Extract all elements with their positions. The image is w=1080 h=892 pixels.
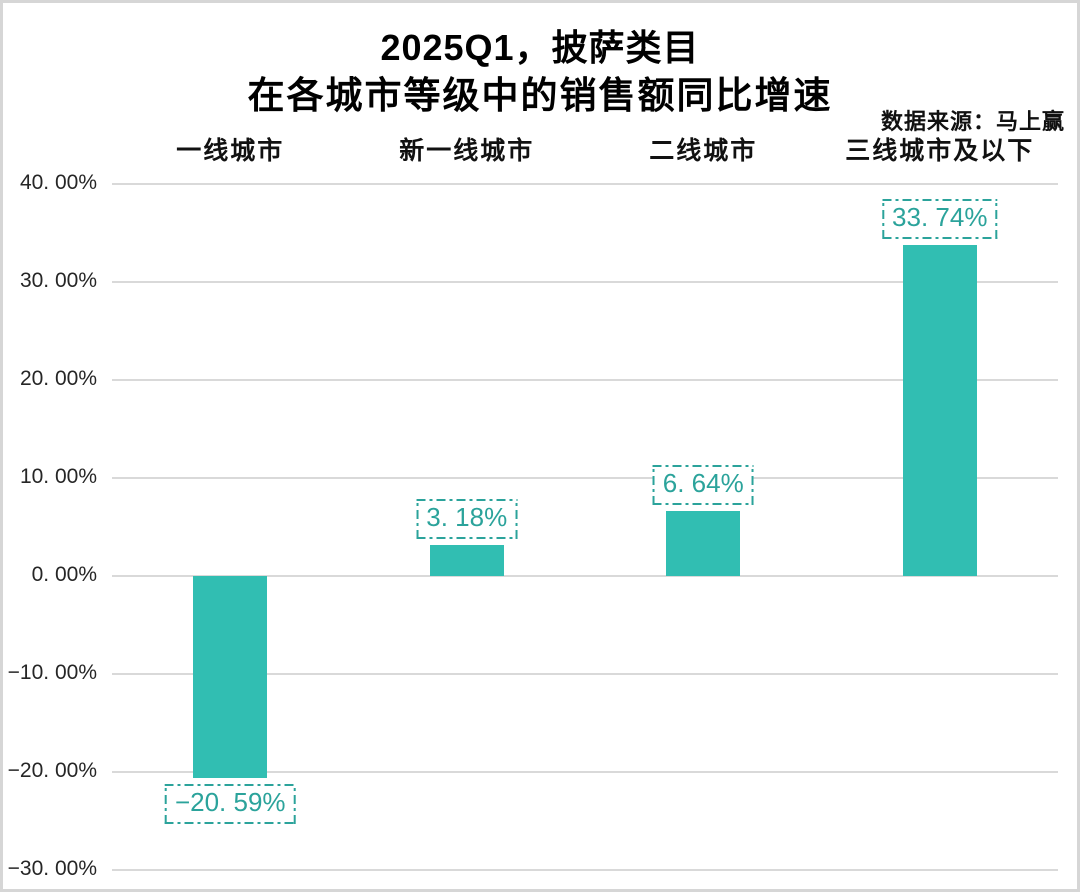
chart-title-line-1: 2025Q1，披萨类目 — [380, 27, 700, 68]
chart-title-line-2: 在各城市等级中的销售额同比增速 — [247, 75, 833, 116]
x-category-label: 二线城市 — [649, 137, 758, 165]
x-category-label: 一线城市 — [176, 137, 285, 165]
y-axis-tick-label: 0. 00% — [31, 563, 97, 586]
bar-value-label: 3. 18% — [416, 499, 517, 539]
bar-value-label: 33. 74% — [882, 199, 997, 239]
bar — [666, 510, 741, 576]
gridline — [112, 281, 1058, 283]
gridline — [112, 771, 1058, 773]
gridline — [112, 673, 1058, 675]
y-axis-tick-label: −10. 00% — [7, 661, 97, 684]
gridline — [112, 575, 1058, 577]
gridline — [112, 869, 1058, 871]
bar-value-label: 6. 64% — [653, 465, 754, 505]
x-category-label: 新一线城市 — [399, 137, 535, 165]
y-axis-tick-label: 30. 00% — [19, 269, 97, 292]
y-axis-tick-label: −20. 00% — [7, 759, 97, 782]
y-axis-tick-label: 10. 00% — [19, 465, 97, 488]
y-axis-tick-label: 40. 00% — [19, 171, 97, 194]
gridline — [112, 183, 1058, 185]
y-axis-tick-label: 20. 00% — [19, 367, 97, 390]
x-category-label: 三线城市及以下 — [845, 137, 1035, 165]
bar-value-label: −20. 59% — [165, 784, 296, 824]
y-axis-tick-label: −30. 00% — [7, 857, 97, 880]
bar — [193, 576, 268, 778]
gridline — [112, 379, 1058, 381]
data-source-note: 数据来源：马上赢 — [880, 109, 1065, 134]
bar — [902, 245, 977, 576]
bar — [429, 544, 504, 576]
gridline — [112, 477, 1058, 479]
